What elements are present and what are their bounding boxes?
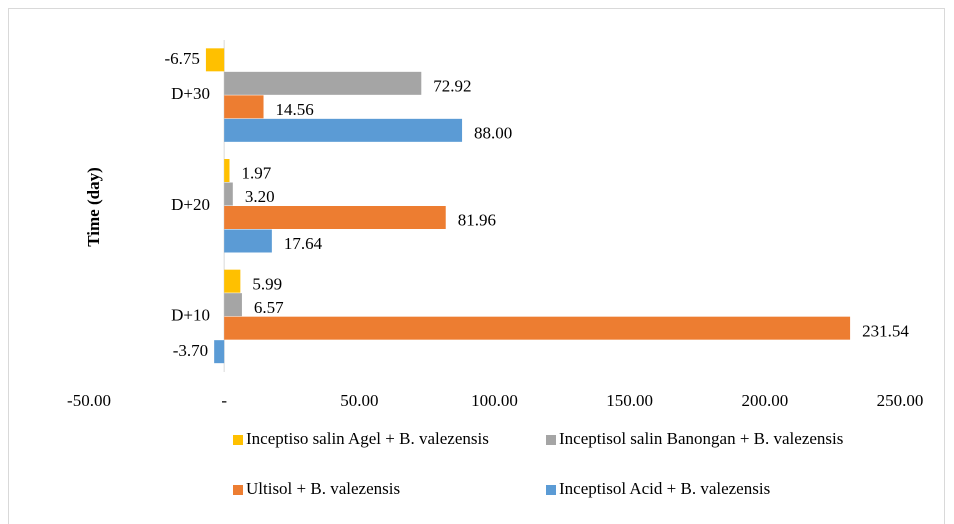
bar xyxy=(224,269,241,293)
value-label: 1.97 xyxy=(241,164,271,183)
y-tick-label: D+20 xyxy=(171,195,210,214)
bar xyxy=(224,71,422,95)
legend-swatch xyxy=(546,435,556,445)
x-tick-label: 100.00 xyxy=(471,391,518,410)
legend-label: Ultisol + B. valezensis xyxy=(246,479,400,498)
legend-label: Inceptisol Acid + B. valezensis xyxy=(559,479,770,498)
bar xyxy=(224,293,242,317)
bar xyxy=(224,182,233,206)
bar xyxy=(205,48,225,72)
bar xyxy=(224,229,272,253)
x-tick-label: -50.00 xyxy=(67,391,111,410)
value-label: -6.75 xyxy=(164,49,199,68)
x-tick-label: - xyxy=(221,391,227,410)
value-label: 6.57 xyxy=(254,298,284,317)
y-axis-label: Time (day) xyxy=(84,167,103,247)
y-tick-label: D+10 xyxy=(171,306,210,325)
legend-swatch xyxy=(233,435,243,445)
bar xyxy=(224,316,851,340)
legend-swatch xyxy=(233,485,243,495)
legend-label: Inceptisol salin Banongan + B. valezensi… xyxy=(559,429,843,448)
chart-border xyxy=(8,8,945,524)
value-label: 72.92 xyxy=(433,76,471,95)
bar xyxy=(224,159,230,182)
x-tick-label: 250.00 xyxy=(877,391,924,410)
value-label: 5.99 xyxy=(252,274,282,293)
bar xyxy=(214,340,225,364)
value-label: 17.64 xyxy=(284,234,323,253)
bar xyxy=(224,95,264,119)
value-label: 231.54 xyxy=(862,321,909,340)
bar xyxy=(224,206,446,229)
x-tick-label: 200.00 xyxy=(741,391,788,410)
value-label: 14.56 xyxy=(276,100,314,119)
legend-label: Inceptiso salin Agel + B. valezensis xyxy=(246,429,489,448)
value-label: -3.70 xyxy=(173,341,208,360)
y-tick-label: D+30 xyxy=(171,84,210,103)
x-tick-label: 50.00 xyxy=(340,391,378,410)
value-label: 3.20 xyxy=(245,187,275,206)
bar xyxy=(224,118,463,142)
x-tick-label: 150.00 xyxy=(606,391,653,410)
legend-swatch xyxy=(546,485,556,495)
value-label: 88.00 xyxy=(474,123,512,142)
value-label: 81.96 xyxy=(458,211,496,230)
